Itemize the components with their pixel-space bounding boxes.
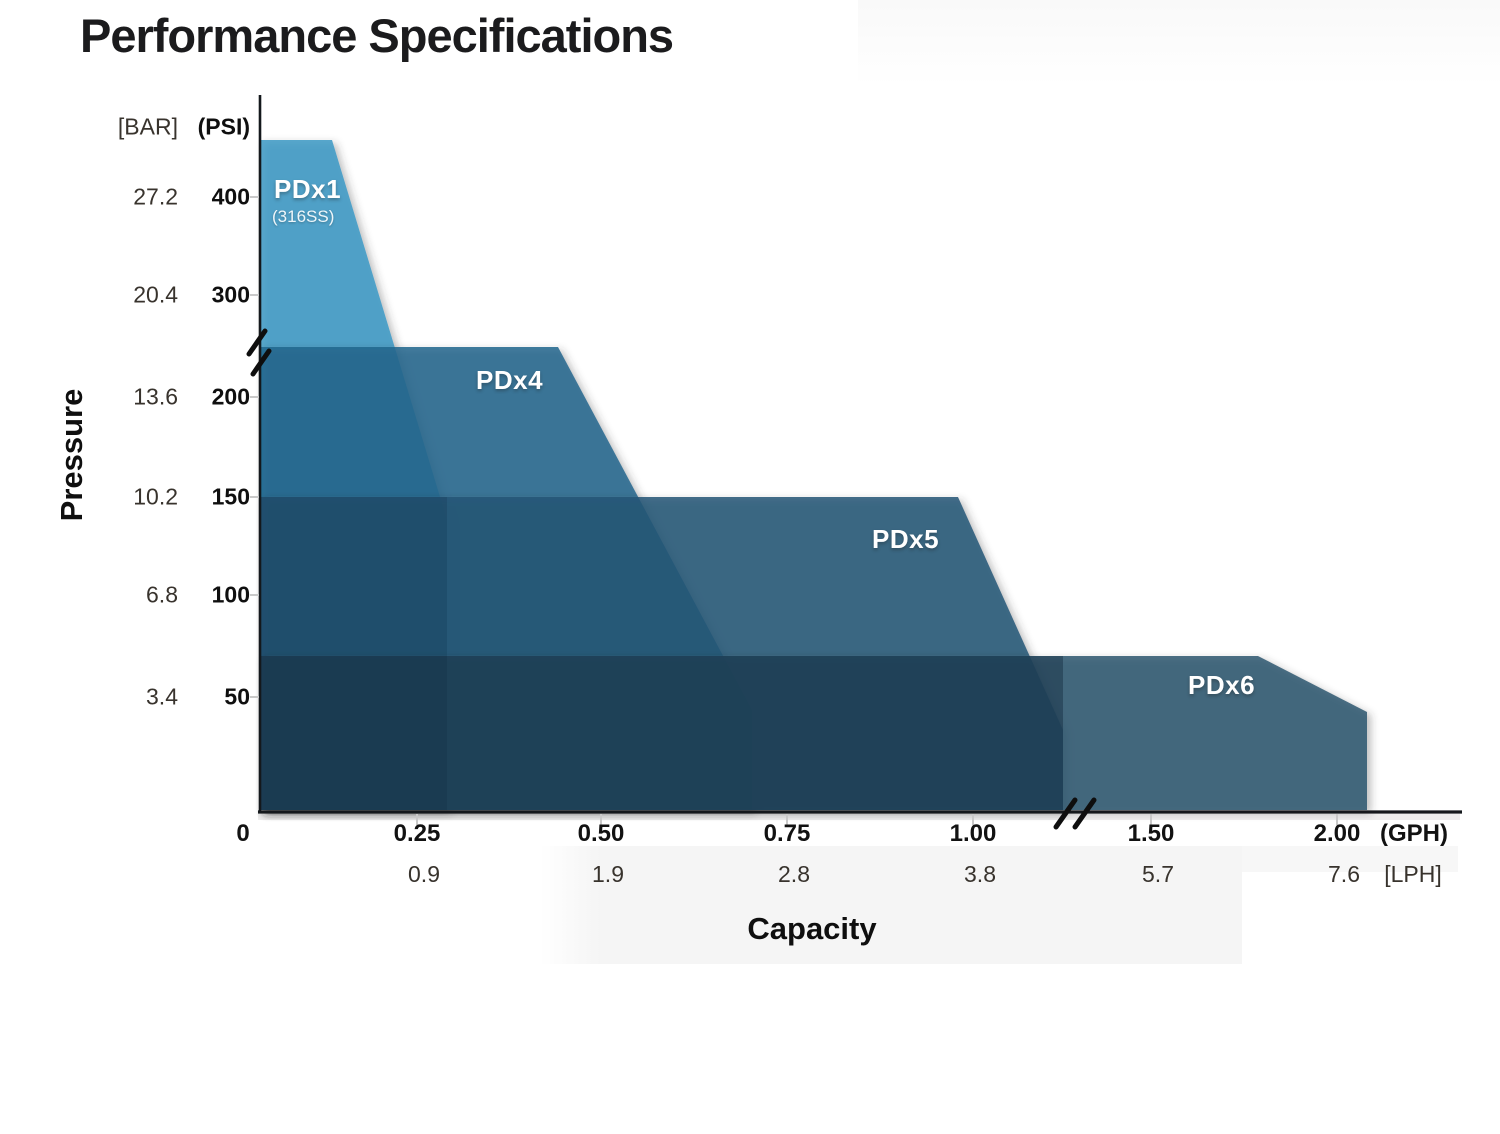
y-tick-row-psi: 200 <box>211 383 250 410</box>
y-axis-title: Pressure <box>54 388 89 522</box>
series-label-pdx4: PDx4 <box>476 365 544 395</box>
region-pdx6 <box>260 656 1367 810</box>
x-tick-gph: 0.25 <box>393 820 441 847</box>
y-tick-row-bar: 20.4 <box>133 281 178 308</box>
x-tick-gph: 1.50 <box>1127 820 1175 847</box>
x-axis-break-icon <box>1072 797 1097 830</box>
series-label-pdx5: PDx5 <box>872 524 940 554</box>
y-axis-unit-header-bar: [BAR] <box>117 113 178 140</box>
y-tick-row-psi: 300 <box>211 281 250 308</box>
y-tick-row-psi: 50 <box>224 683 250 710</box>
x-tick-lph: 3.8 <box>964 861 996 887</box>
x-axis-title: Capacity <box>747 911 877 946</box>
y-axis-break-icon <box>246 328 268 357</box>
y-tick-row: 27.2 400 <box>98 184 252 211</box>
y-tick-row: 10.2 150 <box>98 484 252 511</box>
series-label-pdx6: PDx6 <box>1188 670 1256 700</box>
depth-tint <box>260 497 447 810</box>
x-tick-lph: 5.7 <box>1142 861 1174 887</box>
series-label-pdx1: PDx1 <box>274 174 342 204</box>
x-axis-unit-lph: [LPH] <box>1384 861 1442 887</box>
x-tick-lph: 0.9 <box>408 861 440 887</box>
y-tick-row-bar: 10.2 <box>133 483 178 510</box>
x-tick-gph: 0.50 <box>577 820 625 847</box>
y-tick-row: 3.4 50 <box>98 684 252 711</box>
y-tick-row-bar: 13.6 <box>133 383 178 410</box>
x-tick-lph: 2.8 <box>778 861 810 887</box>
series-sublabel-pdx1: (316SS) <box>272 207 335 226</box>
x-tick-lph: 7.6 <box>1328 861 1360 887</box>
x-tick-gph: 1.00 <box>949 820 997 847</box>
y-tick-row-psi: 150 <box>211 483 250 510</box>
y-tick-row: 13.6 200 <box>98 384 252 411</box>
chart-title: Performance Specifications <box>80 9 674 62</box>
y-tick-row-bar: 6.8 <box>146 581 178 608</box>
y-axis-break-icon <box>250 348 272 377</box>
x-tick-gph: 2.00 <box>1313 820 1361 847</box>
depth-tint <box>260 656 1063 810</box>
baseline-shadow <box>258 814 1460 820</box>
y-axis-unit-header: [BAR] (PSI) <box>98 114 252 141</box>
x-tick-gph: 0.75 <box>763 820 811 847</box>
x-tick-lph: 1.9 <box>592 861 624 887</box>
y-tick-row: 6.8 100 <box>98 582 252 609</box>
y-tick-row-bar: 3.4 <box>146 683 178 710</box>
x-axis-break-icon <box>1053 797 1078 830</box>
y-tick-row-bar: 27.2 <box>133 183 178 210</box>
y-axis-unit-header-psi: (PSI) <box>197 113 250 140</box>
y-tick-row: 20.4 300 <box>98 282 252 309</box>
y-tick-row-psi: 400 <box>211 183 250 210</box>
x-axis-unit-gph: (GPH) <box>1380 820 1448 847</box>
x-tick-gph: 0 <box>236 820 250 847</box>
y-tick-row-psi: 100 <box>211 581 250 608</box>
